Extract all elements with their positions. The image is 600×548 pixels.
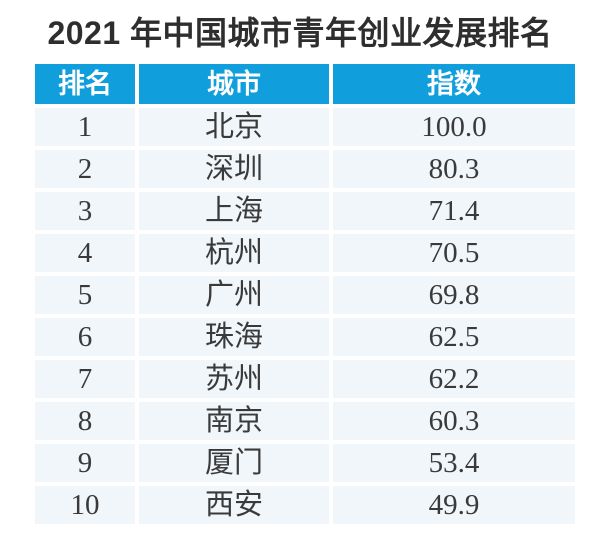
city-cell: 南京 xyxy=(139,402,329,440)
city-cell: 西安 xyxy=(139,486,329,524)
column-header-city: 城市 xyxy=(139,64,329,104)
rank-cell: 9 xyxy=(35,444,135,482)
table-row: 4 杭州 70.5 xyxy=(35,234,575,272)
rank-cell: 3 xyxy=(35,192,135,230)
city-cell: 珠海 xyxy=(139,318,329,356)
table-row: 8 南京 60.3 xyxy=(35,402,575,440)
rank-cell: 1 xyxy=(35,108,135,146)
index-cell: 70.5 xyxy=(333,234,575,272)
table-row: 5 广州 69.8 xyxy=(35,276,575,314)
table-row: 6 珠海 62.5 xyxy=(35,318,575,356)
table-row: 1 北京 100.0 xyxy=(35,108,575,146)
city-cell: 广州 xyxy=(139,276,329,314)
table-row: 7 苏州 62.2 xyxy=(35,360,575,398)
index-cell: 69.8 xyxy=(333,276,575,314)
index-cell: 71.4 xyxy=(333,192,575,230)
city-cell: 深圳 xyxy=(139,150,329,188)
city-cell: 杭州 xyxy=(139,234,329,272)
index-cell: 62.5 xyxy=(333,318,575,356)
rank-cell: 6 xyxy=(35,318,135,356)
index-cell: 62.2 xyxy=(333,360,575,398)
rank-cell: 8 xyxy=(35,402,135,440)
column-header-rank: 排名 xyxy=(35,64,135,104)
rank-cell: 7 xyxy=(35,360,135,398)
table-row: 9 厦门 53.4 xyxy=(35,444,575,482)
index-cell: 80.3 xyxy=(333,150,575,188)
table-row: 10 西安 49.9 xyxy=(35,486,575,524)
city-cell: 北京 xyxy=(139,108,329,146)
rank-cell: 10 xyxy=(35,486,135,524)
index-cell: 100.0 xyxy=(333,108,575,146)
column-header-index: 指数 xyxy=(333,64,575,104)
table-row: 2 深圳 80.3 xyxy=(35,150,575,188)
page-title: 2021 年中国城市青年创业发展排名 xyxy=(47,15,553,51)
table-row: 3 上海 71.4 xyxy=(35,192,575,230)
rank-cell: 5 xyxy=(35,276,135,314)
index-cell: 60.3 xyxy=(333,402,575,440)
city-cell: 上海 xyxy=(139,192,329,230)
table-header-row: 排名 城市 指数 xyxy=(35,64,575,104)
rank-cell: 2 xyxy=(35,150,135,188)
city-cell: 厦门 xyxy=(139,444,329,482)
index-cell: 49.9 xyxy=(333,486,575,524)
city-cell: 苏州 xyxy=(139,360,329,398)
index-cell: 53.4 xyxy=(333,444,575,482)
rank-cell: 4 xyxy=(35,234,135,272)
ranking-table: 排名 城市 指数 1 北京 100.0 2 深圳 80.3 3 上海 71.4 … xyxy=(35,64,575,524)
